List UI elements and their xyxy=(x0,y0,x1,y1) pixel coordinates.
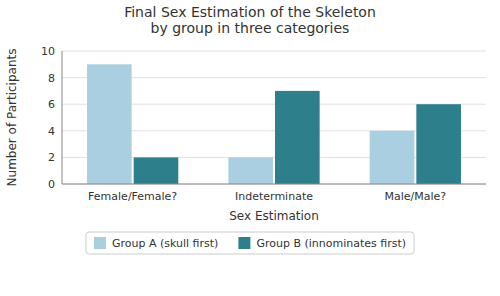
bar xyxy=(416,104,461,184)
x-tick-label: Female/Female? xyxy=(88,190,177,203)
legend-swatch xyxy=(238,237,250,249)
grid-line xyxy=(62,184,486,185)
legend-label: Group A (skull first) xyxy=(112,237,218,250)
legend-swatch xyxy=(94,237,106,249)
bar xyxy=(275,91,320,184)
y-tick-label: 6 xyxy=(48,98,55,111)
title: Final Sex Estimation of the Skeletonby g… xyxy=(124,4,376,36)
y-tick-label: 10 xyxy=(41,45,55,58)
y-axis-line xyxy=(62,51,63,184)
bar xyxy=(228,157,273,184)
y-tick-label: 4 xyxy=(48,125,55,138)
legend-frame xyxy=(86,232,414,254)
y-axis-label: Number of Participants xyxy=(5,49,19,187)
y-tick-label: 0 xyxy=(48,178,55,191)
x-axis-line xyxy=(62,184,486,185)
chart: Final Sex Estimation of the Skeletonby g… xyxy=(0,0,500,296)
legend-label: Group B (innominates first) xyxy=(256,237,406,250)
x-tick-label: Male/Male? xyxy=(385,190,447,203)
bar xyxy=(134,157,179,184)
legend: Group A (skull first) Group B (innominate… xyxy=(86,232,414,254)
bar xyxy=(370,131,415,184)
y-tick-label: 2 xyxy=(48,151,55,164)
grid-line xyxy=(62,51,486,52)
title-line: by group in three categories xyxy=(151,20,350,36)
x-tick-label: Indeterminate xyxy=(235,190,313,203)
bar xyxy=(87,64,132,184)
title-line: Final Sex Estimation of the Skeleton xyxy=(124,4,376,20)
x-axis-label: Sex Estimation xyxy=(229,209,319,223)
grid xyxy=(62,51,486,184)
bars xyxy=(87,64,461,184)
y-tick-label: 8 xyxy=(48,72,55,85)
